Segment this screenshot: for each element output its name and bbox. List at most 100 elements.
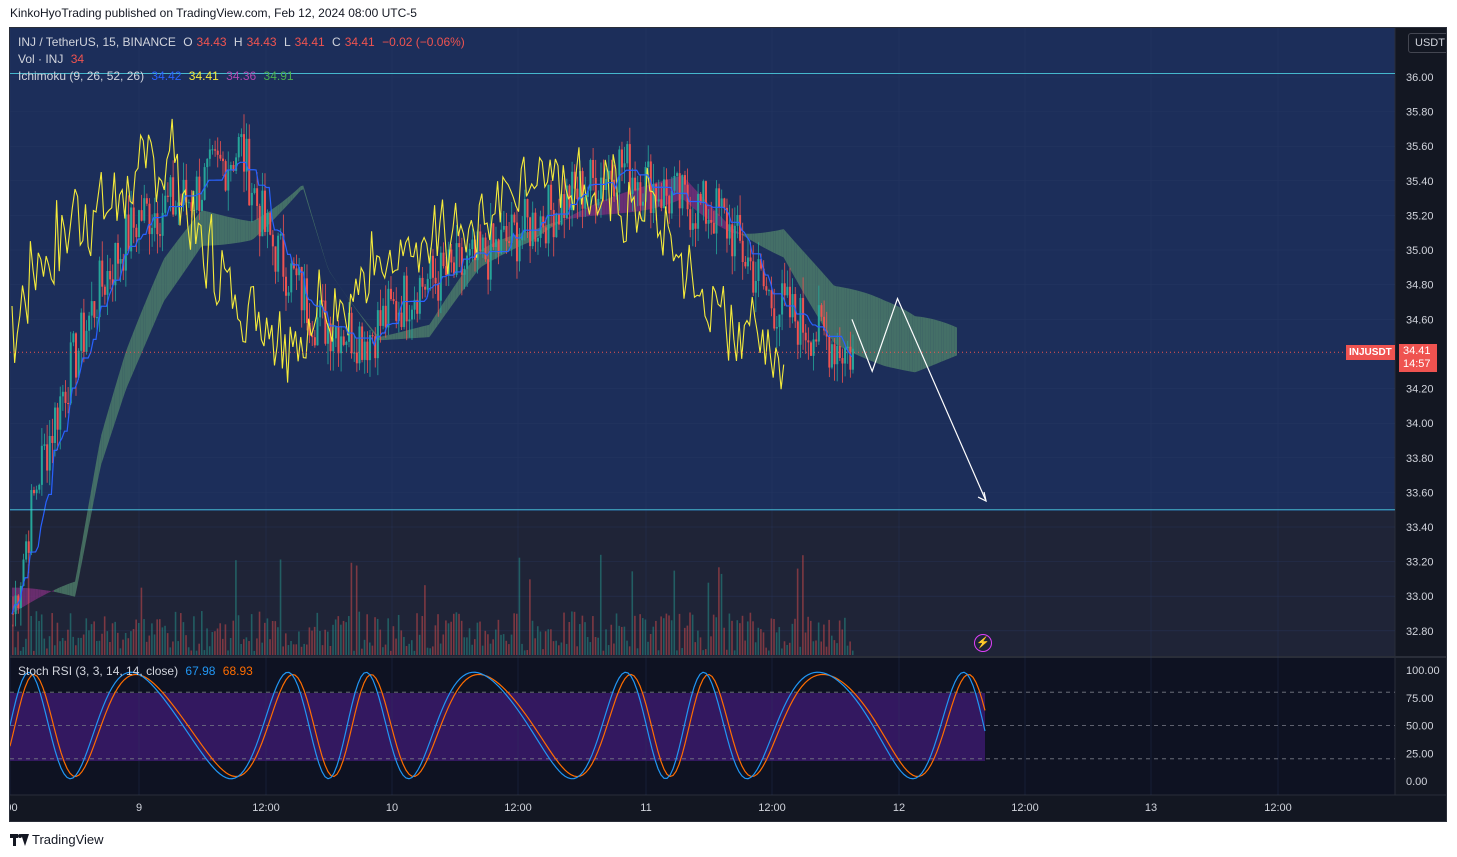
kumo-segment <box>872 295 876 363</box>
volume-bar <box>305 644 308 655</box>
tradingview-logo-icon <box>10 833 29 846</box>
candle-body <box>190 202 193 212</box>
candle-body <box>224 161 227 191</box>
candle-body <box>718 188 721 208</box>
kumo-segment <box>284 197 288 208</box>
candle-body <box>736 214 739 226</box>
candle-body <box>739 214 742 241</box>
kumo-segment <box>815 264 818 317</box>
volume-bar <box>833 640 836 655</box>
volume-bar <box>130 631 132 655</box>
volume-bar <box>116 632 119 655</box>
lightning-icon[interactable]: ⚡ <box>974 634 992 652</box>
volume-bar <box>382 647 384 655</box>
candle-body <box>439 252 442 301</box>
kumo-segment <box>361 315 364 320</box>
candle-body <box>38 484 41 490</box>
volume-bar <box>261 642 263 655</box>
volume-bar <box>80 637 82 655</box>
candle-body <box>770 290 773 309</box>
price-upper-zone <box>10 28 1395 511</box>
volume-bar <box>844 617 846 655</box>
kumo-segment <box>106 407 110 449</box>
kumo-segment <box>248 220 251 241</box>
volume-bar <box>361 648 363 655</box>
kumo-segment <box>382 335 385 341</box>
volume-bar <box>379 629 382 655</box>
candle-body <box>88 315 91 331</box>
volume-bar <box>203 650 206 655</box>
kumo-segment <box>502 237 506 255</box>
candle-body <box>61 391 64 397</box>
volume-bar <box>838 620 841 655</box>
kumo-segment <box>830 282 834 343</box>
kumo-segment <box>48 590 52 593</box>
volume-bar <box>602 650 605 655</box>
kumo-segment <box>922 317 926 370</box>
kumo-segment <box>935 319 939 364</box>
volume-bar <box>534 638 536 655</box>
volume-bar <box>74 645 77 655</box>
volume-bar <box>235 560 237 655</box>
candle-body <box>691 223 694 230</box>
volume-bar <box>618 625 620 655</box>
volume-bar <box>455 612 458 655</box>
volume-bar <box>665 613 668 655</box>
volume-bar <box>531 620 534 655</box>
kumo-segment <box>303 185 306 198</box>
candle-body <box>216 150 219 155</box>
volume-bar <box>691 614 694 655</box>
candle-body <box>109 270 112 280</box>
candle-body <box>124 214 127 271</box>
candle-body <box>505 226 508 242</box>
candle-body <box>56 407 59 430</box>
volume-bar <box>649 633 652 655</box>
kumo-segment <box>899 306 902 370</box>
volume-bar <box>258 611 261 655</box>
volume-bar <box>479 621 481 655</box>
volume-bar <box>523 650 526 655</box>
candle-body <box>316 317 319 346</box>
kumo-segment <box>450 288 453 308</box>
kumo-segment <box>101 425 104 465</box>
candle-body <box>337 326 340 354</box>
volume-bar <box>403 636 405 655</box>
kumo-segment <box>809 258 813 309</box>
candle-body <box>219 154 222 159</box>
price-tick-label: 35.60 <box>1406 141 1434 153</box>
candle-body <box>12 613 14 615</box>
volume-bar <box>473 639 476 655</box>
kumo-segment <box>198 211 201 251</box>
volume-bar <box>447 623 450 655</box>
kumo-segment <box>61 585 65 595</box>
volume-bar <box>589 642 592 655</box>
kumo-segment <box>340 286 343 291</box>
candle-body <box>804 332 807 341</box>
volume-bar <box>284 633 287 655</box>
candle-body <box>418 277 421 314</box>
currency-button[interactable]: USDT <box>1408 33 1446 53</box>
volume-bar <box>221 638 224 655</box>
volume-bar <box>429 648 431 655</box>
symbol-legend: INJ / TetherUS, 15, BINANCE O 34.43 H 34.4… <box>18 35 469 49</box>
kumo-segment <box>426 324 430 338</box>
volume-bar <box>723 627 725 655</box>
kumo-segment <box>573 213 577 219</box>
candle-body <box>361 326 364 360</box>
candle-body <box>374 336 377 359</box>
candle-body <box>353 352 356 354</box>
time-tick-label: 13 <box>1145 802 1157 814</box>
kumo-segment <box>865 292 868 360</box>
volume-bar <box>518 557 521 655</box>
volume-bar <box>56 622 59 655</box>
volume-bar <box>400 630 403 655</box>
ohlc-close-key: C <box>332 35 341 49</box>
kumo-segment <box>812 261 816 313</box>
candle-body <box>712 222 715 234</box>
candle-body <box>802 297 805 333</box>
candle-body <box>368 335 371 361</box>
candle-body <box>227 169 230 191</box>
kumo-segment <box>229 217 233 244</box>
volume-bar <box>17 631 19 655</box>
volume-bar <box>143 619 145 655</box>
